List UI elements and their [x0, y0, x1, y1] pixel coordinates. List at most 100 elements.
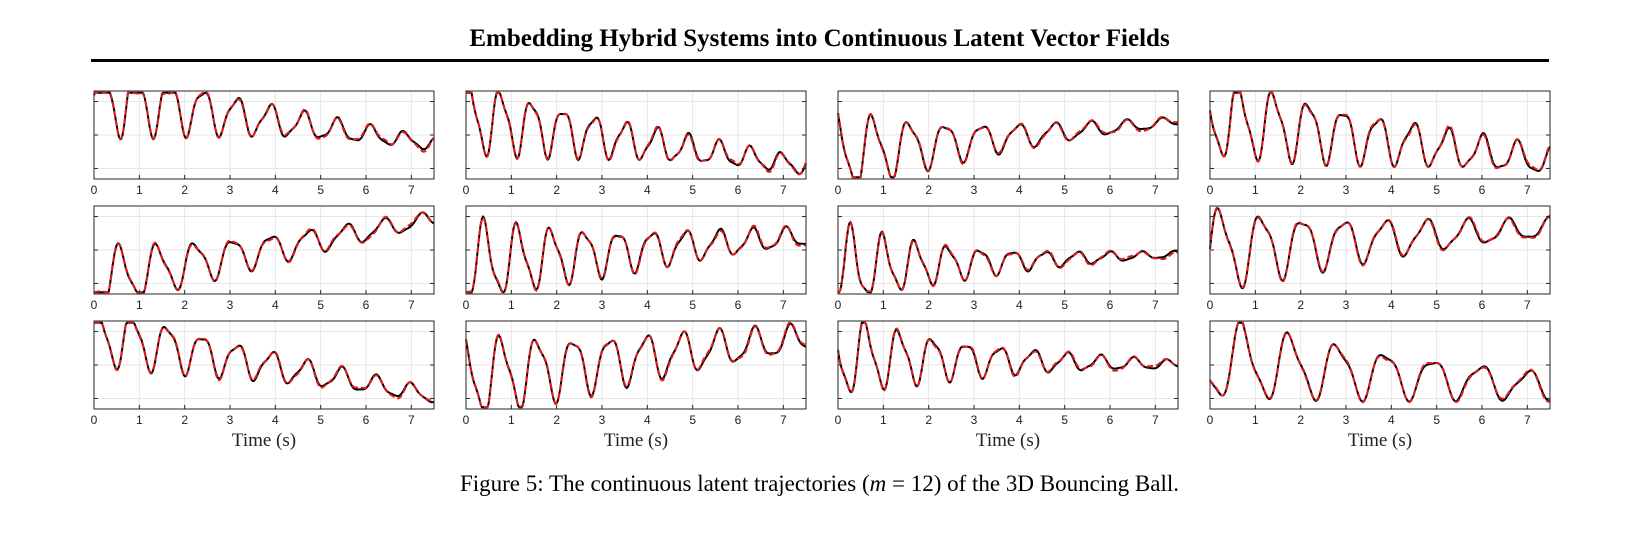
x-axis-label: Time (s) [604, 430, 668, 451]
x-tick-label: 5 [689, 183, 696, 197]
x-tick-label: 2 [181, 183, 188, 197]
caption-math-eq: = 12 [886, 471, 934, 496]
x-tick-label: 6 [735, 298, 742, 312]
caption-math-var: m [869, 471, 887, 496]
trajectory-panel: 0 1 2 3 4 5 6 7 [835, 90, 1179, 197]
x-axis-label: Time (s) [976, 430, 1040, 451]
trajectory-panel: 0 1 2 3 4 5 6 7 [1207, 205, 1551, 312]
x-tick-label: 4 [644, 413, 651, 427]
x-tick-label: 7 [780, 298, 787, 312]
x-tick-label: 2 [925, 298, 932, 312]
x-tick-label: 4 [644, 298, 651, 312]
x-tick-label: 3 [971, 183, 978, 197]
x-tick-label: 6 [363, 413, 370, 427]
x-tick-label: 3 [227, 298, 234, 312]
trajectory-panel: 0 1 2 3 4 5 6 7 [1207, 90, 1551, 197]
trajectory-panel: 0 1 2 3 4 5 6 7 Time (s) [1207, 320, 1551, 451]
x-tick-label: 6 [363, 183, 370, 197]
x-tick-label: 7 [780, 183, 787, 197]
x-tick-label: 3 [599, 413, 606, 427]
x-tick-label: 2 [553, 298, 560, 312]
x-tick-label: 7 [408, 183, 415, 197]
x-tick-label: 7 [408, 413, 415, 427]
prediction-line [1209, 321, 1551, 404]
x-tick-label: 1 [508, 298, 515, 312]
x-tick-label: 0 [835, 298, 842, 312]
x-tick-label: 2 [1297, 298, 1304, 312]
prediction-line [465, 321, 807, 409]
trajectory-panel: 0 1 2 3 4 5 6 7 [463, 90, 807, 197]
x-tick-label: 1 [1252, 298, 1259, 312]
x-tick-label: 7 [1152, 298, 1159, 312]
trajectory-panel: 0 1 2 3 4 5 6 7 Time (s) [91, 320, 435, 451]
x-tick-label: 5 [1433, 298, 1440, 312]
x-tick-label: 4 [1016, 413, 1023, 427]
x-tick-label: 6 [1107, 183, 1114, 197]
x-tick-label: 0 [1207, 413, 1214, 427]
x-tick-label: 7 [1524, 298, 1531, 312]
x-tick-label: 4 [272, 298, 279, 312]
x-tick-label: 4 [1388, 183, 1395, 197]
prediction-line [94, 321, 435, 402]
x-tick-label: 5 [1061, 413, 1068, 427]
x-tick-label: 2 [925, 183, 932, 197]
x-tick-label: 2 [925, 413, 932, 427]
x-tick-label: 2 [553, 183, 560, 197]
ground-truth-line [94, 211, 435, 294]
x-tick-label: 1 [880, 183, 887, 197]
x-tick-label: 5 [317, 413, 324, 427]
prediction-line [93, 91, 435, 153]
paper-header-title: Embedding Hybrid Systems into Continuous… [469, 25, 1170, 52]
trajectory-panel: 0 1 2 3 4 5 6 7 [463, 205, 807, 312]
x-tick-label: 6 [1107, 298, 1114, 312]
x-tick-label: 2 [553, 413, 560, 427]
x-tick-label: 3 [599, 298, 606, 312]
x-axis-label: Time (s) [1348, 430, 1412, 451]
x-tick-label: 7 [408, 298, 415, 312]
ground-truth-line [466, 214, 807, 294]
ground-truth-line [1209, 91, 1551, 173]
ground-truth-line [1209, 321, 1551, 403]
x-tick-label: 7 [1524, 183, 1531, 197]
x-tick-label: 1 [880, 298, 887, 312]
x-tick-label: 0 [91, 183, 98, 197]
prediction-line [837, 220, 1179, 294]
x-tick-label: 6 [735, 413, 742, 427]
trajectory-panel: 0 1 2 3 4 5 6 7 [91, 90, 435, 197]
x-tick-label: 7 [780, 413, 787, 427]
x-tick-label: 6 [1479, 183, 1486, 197]
x-tick-label: 5 [689, 413, 696, 427]
ground-truth-line [837, 113, 1179, 179]
prediction-line [837, 321, 1179, 394]
x-tick-label: 5 [317, 298, 324, 312]
header-rule [91, 59, 1549, 62]
prediction-line [837, 112, 1179, 179]
x-tick-label: 4 [1016, 183, 1023, 197]
x-tick-label: 6 [1479, 413, 1486, 427]
x-tick-label: 0 [91, 413, 98, 427]
x-tick-label: 2 [181, 413, 188, 427]
ground-truth-line [466, 91, 807, 175]
x-tick-label: 0 [463, 298, 470, 312]
trajectory-panel: 0 1 2 3 4 5 6 7 [835, 205, 1179, 312]
x-tick-label: 3 [1343, 298, 1350, 312]
x-tick-label: 3 [971, 413, 978, 427]
x-tick-label: 1 [136, 298, 143, 312]
x-tick-label: 4 [644, 183, 651, 197]
x-tick-label: 0 [463, 183, 470, 197]
trajectory-panel: 0 1 2 3 4 5 6 7 Time (s) [463, 320, 807, 451]
x-axis-label: Time (s) [232, 430, 296, 451]
x-tick-label: 3 [1343, 183, 1350, 197]
x-tick-label: 5 [1061, 298, 1068, 312]
x-tick-label: 3 [227, 183, 234, 197]
x-tick-label: 1 [1252, 183, 1259, 197]
x-tick-label: 4 [272, 413, 279, 427]
x-tick-label: 0 [1207, 298, 1214, 312]
x-tick-label: 5 [1061, 183, 1068, 197]
x-tick-label: 7 [1152, 183, 1159, 197]
x-tick-label: 1 [508, 183, 515, 197]
x-tick-label: 3 [227, 413, 234, 427]
figure-caption: Figure 5: The continuous latent trajecto… [0, 470, 1639, 498]
x-tick-label: 7 [1152, 413, 1159, 427]
